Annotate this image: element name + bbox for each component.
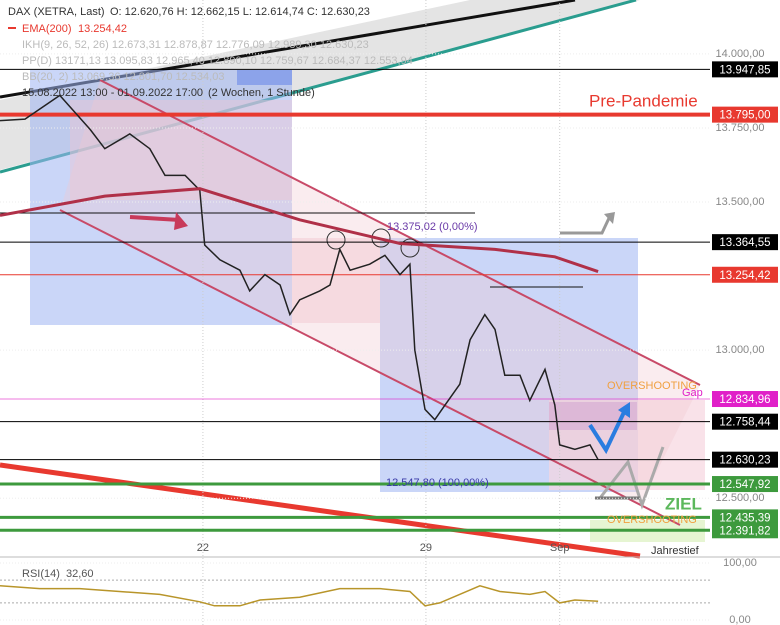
level-label: 12.758,44 xyxy=(719,417,771,429)
x-tick-label: 29 xyxy=(420,542,432,554)
legend-entry: EMA(200) xyxy=(22,23,72,35)
level-label: 12.435,39 xyxy=(719,512,770,524)
level-label: 12.391,82 xyxy=(719,525,770,537)
legend-entry: BB(20, 2) 13.069,36 12.801,70 12.534,03 xyxy=(22,71,224,83)
legend-entry: IKH(9, 26, 52, 26) 12.673,31 12.878,87 1… xyxy=(22,39,369,51)
y-tick-label: 13.000,00 xyxy=(716,344,765,356)
level-label: 13.947,85 xyxy=(719,64,770,76)
y-tick-label: 100,00 xyxy=(723,557,757,569)
x-tick-label: Sep xyxy=(550,542,570,554)
series-line xyxy=(0,94,599,461)
y-tick-label: 12.500,00 xyxy=(716,492,765,504)
level-label-bg xyxy=(712,391,778,408)
annotation: OVERSHOOTING xyxy=(607,514,697,526)
annotations: Pre-Pandemie 13.375,02 (0,00%) 12.547,80… xyxy=(386,91,703,556)
legend-title: DAX (XETRA, Last) xyxy=(8,6,105,18)
y-tick-label: 13.500,00 xyxy=(716,196,765,208)
channel-line xyxy=(59,209,681,526)
series-line xyxy=(0,585,599,607)
legend-value: 32,60 xyxy=(66,568,94,580)
level-label-bg xyxy=(712,266,778,283)
level-label-bg xyxy=(712,476,778,493)
annotation: Pre-Pandemie xyxy=(589,91,698,110)
annotation: Gap xyxy=(682,387,703,399)
marker xyxy=(326,230,346,250)
arrow xyxy=(618,402,630,418)
plot xyxy=(0,0,710,625)
period: 15.08.2022 13:00 - 01.09.2022 17:00 xyxy=(22,87,203,99)
y-tick-label: 14.000,00 xyxy=(716,48,765,60)
y-tick-label: 13.750,00 xyxy=(716,122,765,134)
legend-ohlc: O: 12.620,76 H: 12.662,15 L: 12.614,74 C… xyxy=(110,6,370,18)
zone xyxy=(237,70,292,85)
annotation: OVERSHOOTING xyxy=(607,380,697,392)
series-line xyxy=(0,187,599,274)
marker xyxy=(400,238,420,258)
legend-entry: RSI(14) xyxy=(22,568,60,580)
level-label-bg xyxy=(712,509,778,526)
level-label: 13.795,00 xyxy=(719,110,770,122)
level-label: 12.834,96 xyxy=(719,394,770,406)
zone xyxy=(292,238,380,323)
level-label: 12.630,23 xyxy=(719,455,770,467)
arrow xyxy=(604,212,615,224)
channel-line xyxy=(99,79,701,386)
legend: DAX (XETRA, Last) O: 12.620,76 H: 12.662… xyxy=(8,6,413,580)
y-tick-label: 0,00 xyxy=(729,614,750,625)
annotation: 12.547,80 (100,00%) xyxy=(386,477,489,489)
legend-swatch xyxy=(8,27,16,29)
level-label-bg xyxy=(712,234,778,251)
arrow xyxy=(560,215,612,235)
arrow xyxy=(129,215,181,222)
trend-line xyxy=(0,462,641,559)
annotation: 13.375,02 (0,00%) xyxy=(387,221,478,233)
level-label: 13.254,42 xyxy=(719,270,770,282)
level-label-bg xyxy=(712,413,778,430)
level-label: 13.364,55 xyxy=(719,237,770,249)
period-note: (2 Wochen, 1 Stunde) xyxy=(208,87,315,99)
annotation: Jahrestief xyxy=(651,545,700,557)
legend-value: 13.254,42 xyxy=(78,23,127,35)
level-label-bg xyxy=(712,61,778,78)
zone xyxy=(70,100,292,200)
level-label-bg xyxy=(712,451,778,468)
level-label-bg xyxy=(712,522,778,539)
legend-entry: PP(D) 13171,13 13.095,83 12.965,40 12.89… xyxy=(22,55,413,67)
arrow xyxy=(174,212,188,230)
annotation: ZIEL xyxy=(665,494,702,513)
level-label: 12.547,92 xyxy=(719,479,770,491)
level-label-bg xyxy=(712,106,778,123)
x-tick-label: 22 xyxy=(197,542,209,554)
